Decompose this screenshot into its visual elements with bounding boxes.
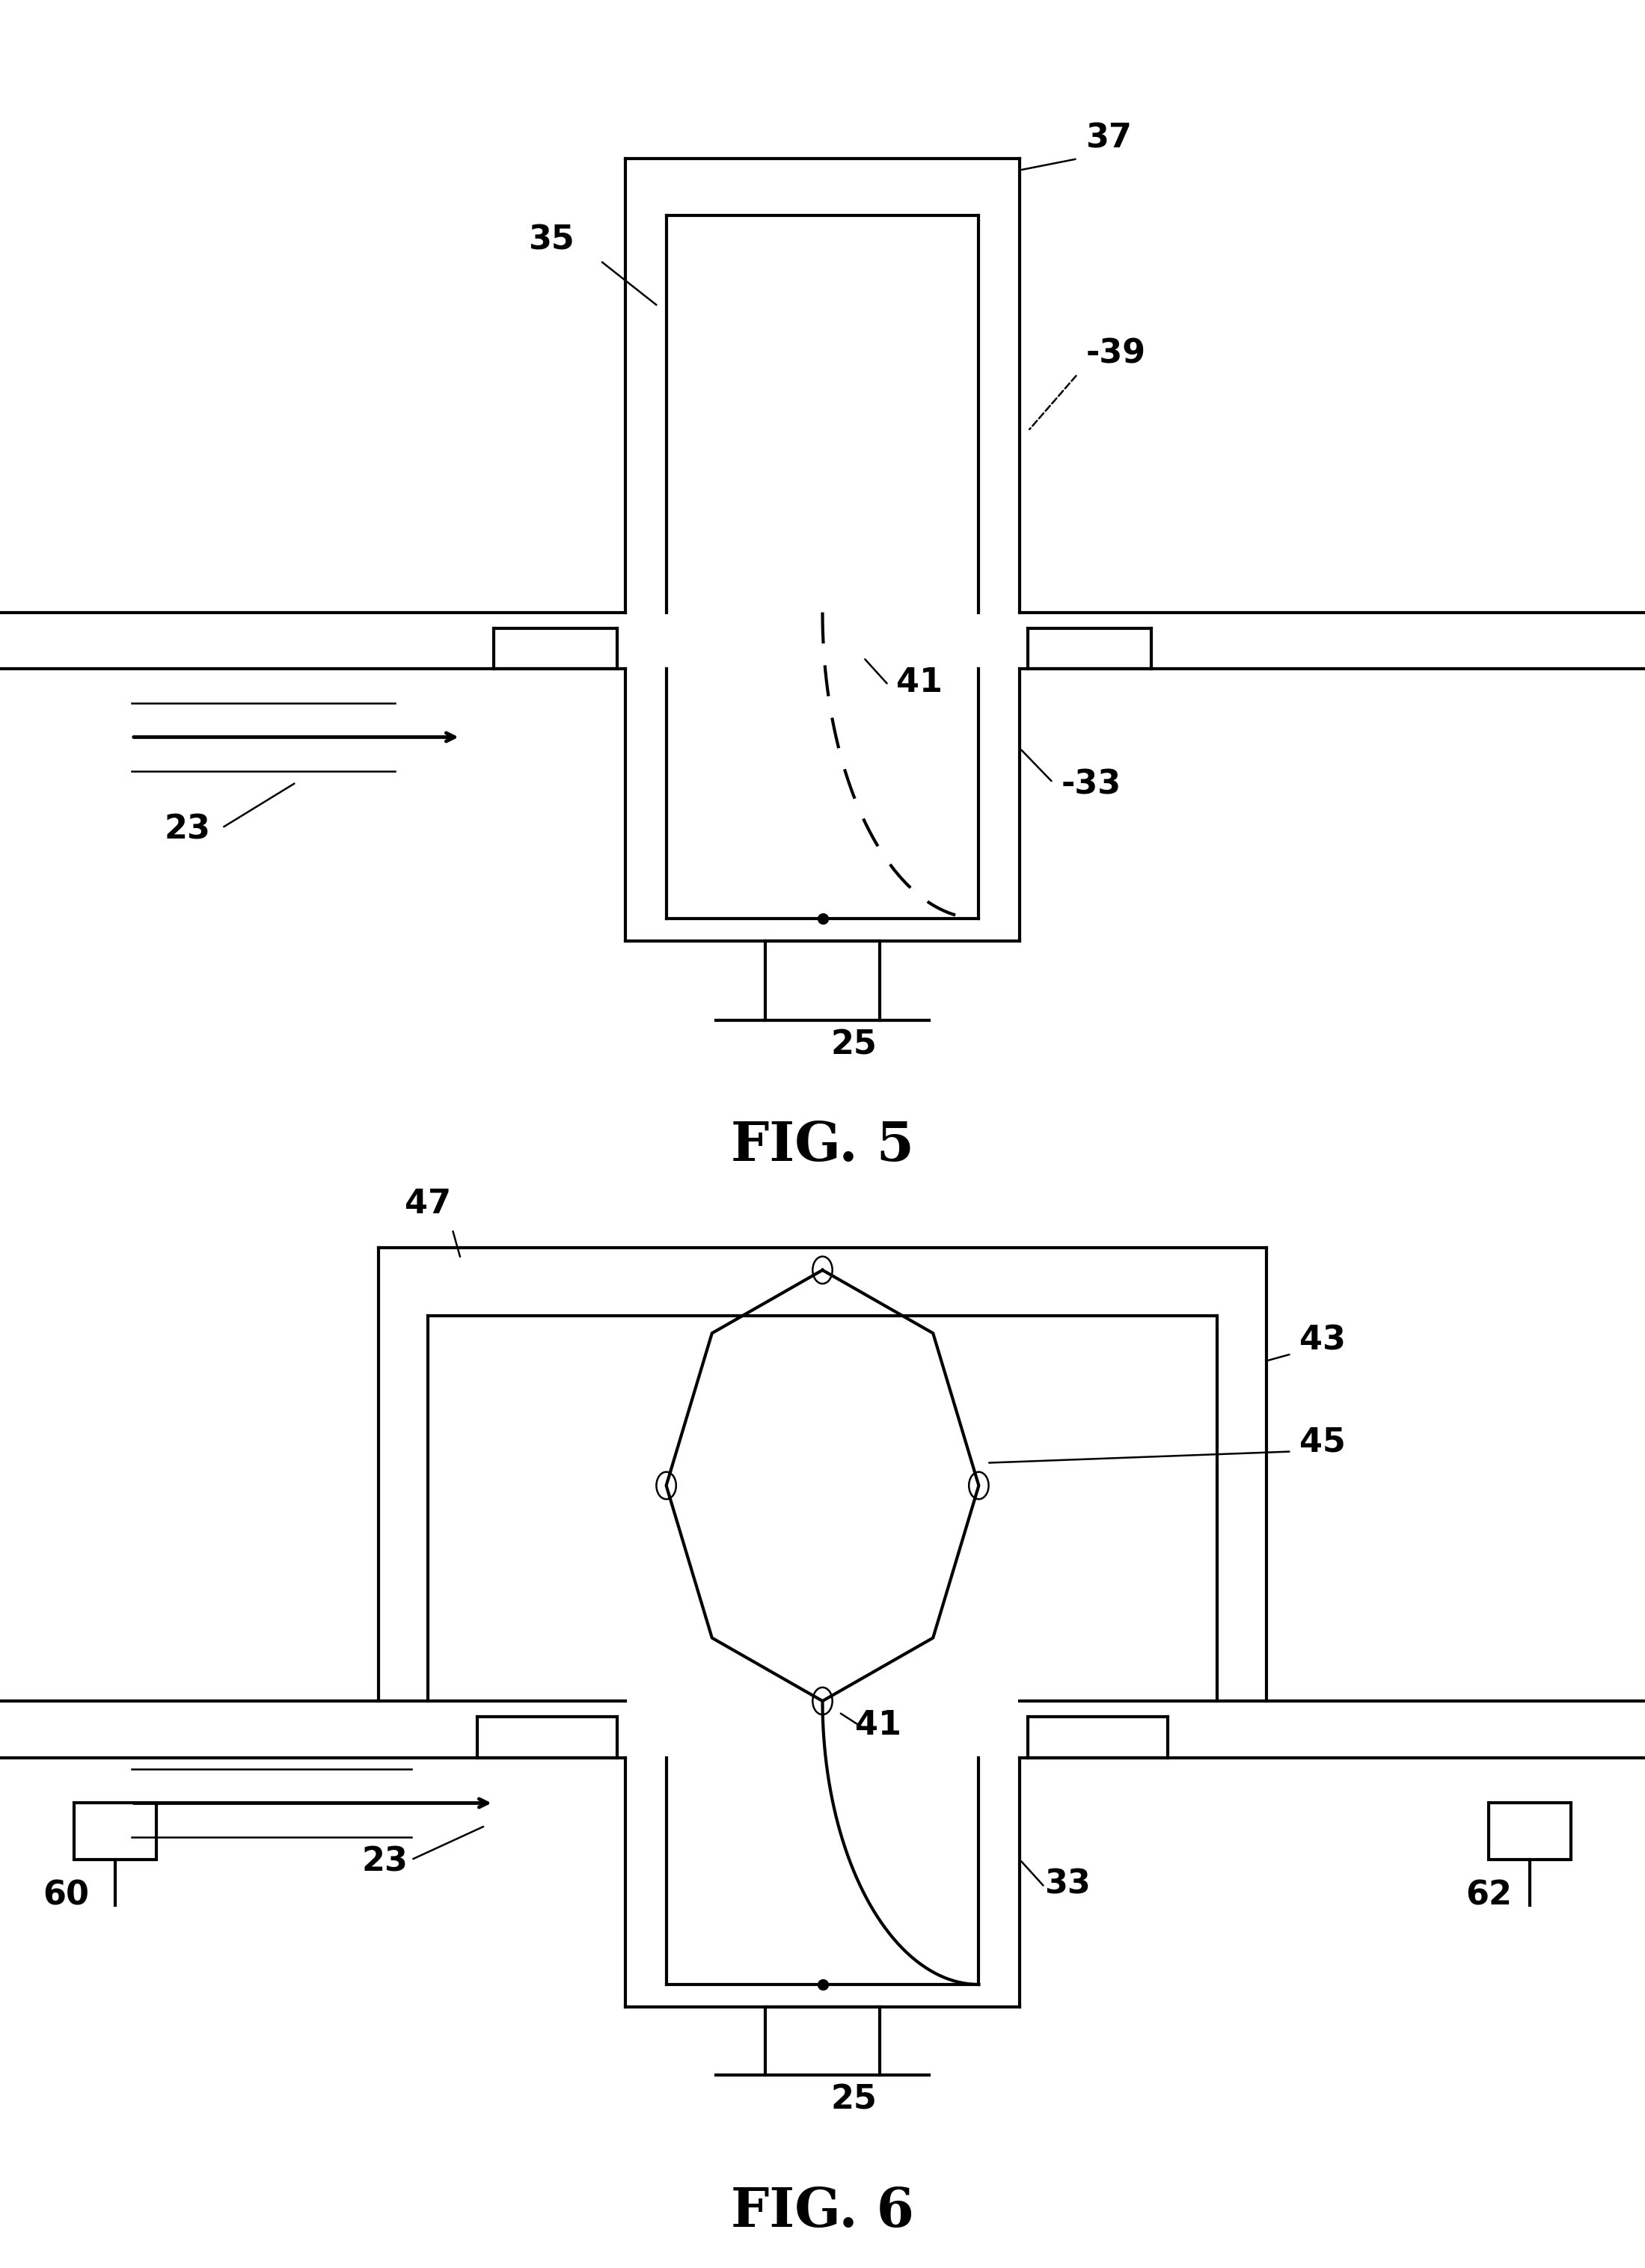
- Text: 37: 37: [1086, 122, 1132, 154]
- Text: 33: 33: [1045, 1869, 1091, 1901]
- Text: FIG. 5: FIG. 5: [730, 1118, 915, 1173]
- Text: 25: 25: [831, 2084, 877, 2116]
- Text: 41: 41: [897, 667, 943, 699]
- Text: 47: 47: [405, 1188, 451, 1220]
- Bar: [1489, 1803, 1571, 1860]
- Text: 35: 35: [528, 225, 574, 256]
- Text: 23: 23: [164, 814, 211, 846]
- Text: FIG. 6: FIG. 6: [730, 2184, 915, 2239]
- Text: 45: 45: [1300, 1427, 1346, 1458]
- Text: 25: 25: [831, 1030, 877, 1061]
- Text: 41: 41: [855, 1710, 901, 1742]
- Bar: [74, 1803, 156, 1860]
- Text: 62: 62: [1466, 1880, 1512, 1912]
- Text: -39: -39: [1086, 338, 1145, 370]
- Text: 60: 60: [43, 1880, 89, 1912]
- Text: -33: -33: [1061, 769, 1120, 801]
- Text: 23: 23: [362, 1846, 408, 1878]
- Text: 43: 43: [1300, 1325, 1346, 1356]
